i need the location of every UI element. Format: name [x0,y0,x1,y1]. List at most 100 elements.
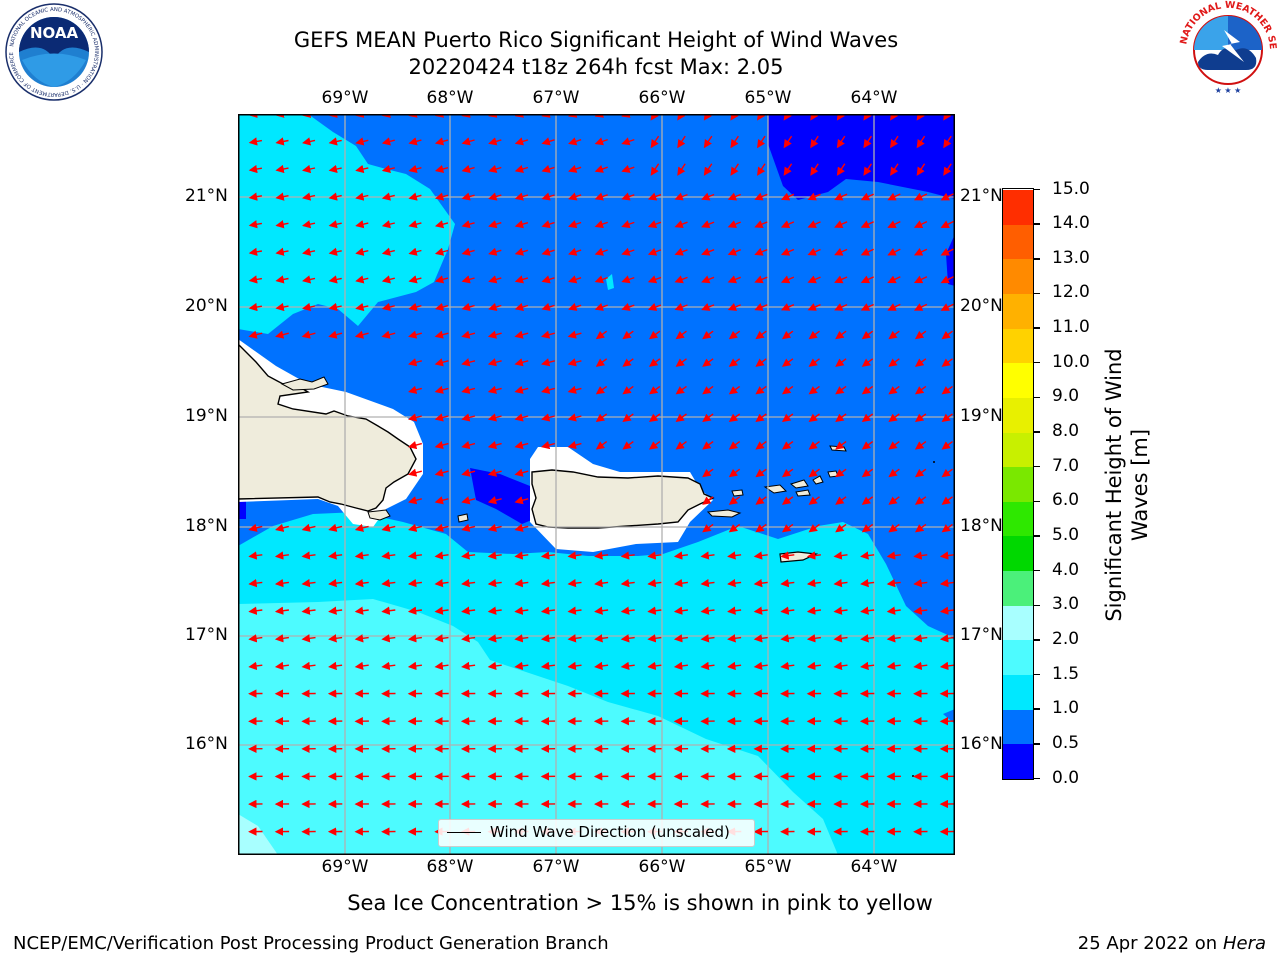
wind-wave-arrow [407,606,422,615]
wind-wave-arrow [461,358,476,367]
wind-wave-arrow [381,192,395,201]
wind-wave-arrow [514,385,529,394]
wind-wave-arrow [594,137,608,146]
wind-wave-arrow [487,551,502,560]
wind-wave-arrow [621,247,635,256]
lat-label-right: 20°N [960,296,1003,316]
colorbar-segment [1003,432,1033,468]
wind-wave-arrow [248,551,263,560]
wind-wave-arrow [568,247,582,256]
lon-label-top: 67°W [532,88,580,108]
wind-wave-arrow [381,275,395,284]
wind-wave-arrow [620,661,635,671]
colorbar-tick-label: 7.0 [1052,455,1080,476]
wind-wave-arrow [753,578,768,588]
wind-wave-arrow [541,247,555,256]
wind-wave-arrow [594,606,609,615]
wind-wave-arrow [434,413,449,422]
wind-wave-arrow [301,606,316,615]
wind-wave-arrow [913,578,928,588]
wind-wave-arrow [728,413,741,423]
wind-wave-arrow [355,302,369,312]
wind-wave-arrow [434,551,449,560]
wind-wave-arrow [888,523,900,533]
wind-wave-arrow [807,192,821,201]
colorbar-tick-label: 5.0 [1052,524,1080,545]
wind-wave-arrow [434,358,449,367]
colorbar-tick-mark [1034,465,1040,468]
wind-wave-arrow [783,114,792,121]
wind-wave-arrow [730,114,739,121]
wind-wave-arrow [941,441,953,450]
wind-wave-arrow [328,330,343,339]
wind-wave-arrow [888,468,900,478]
wind-wave-arrow [274,606,289,615]
wind-wave-arrow [594,220,608,229]
footer-date: 25 Apr 2022 on Hera [1078,933,1266,954]
wind-wave-arrow [355,220,369,229]
wind-wave-arrow [434,606,449,615]
wind-wave-arrow [916,135,926,149]
lat-label-left: 19°N [185,406,228,426]
colorbar-segment [1003,293,1033,329]
wind-wave-arrow [381,164,395,174]
wind-wave-arrow [940,248,954,256]
wind-wave-arrow [461,551,476,560]
colorbar-tick-mark [1034,604,1040,606]
wind-wave-arrow [780,303,795,311]
wind-wave-arrow [408,275,422,284]
wind-wave-arrow [461,661,476,671]
wind-wave-arrow [728,496,741,505]
wind-wave-arrow [914,523,927,533]
wind-wave-arrow [301,330,316,339]
wind-wave-arrow [434,385,449,394]
wind-wave-arrow [461,302,475,312]
wind-wave-arrow [650,114,659,121]
wind-wave-arrow [514,164,529,173]
wind-wave-arrow [514,302,529,311]
wind-wave-arrow [275,220,289,229]
wind-wave-arrow [700,551,715,560]
wind-wave-arrow [594,634,609,643]
wind-wave-arrow [914,358,927,367]
lon-label-bottom: 68°W [426,857,474,877]
wind-wave-arrow [941,385,953,395]
wind-wave-arrow [355,137,369,146]
colorbar-tick-mark [1034,327,1040,329]
wind-wave-arrow [621,302,635,311]
wind-wave-arrow [328,634,343,643]
wind-wave-arrow [275,302,289,312]
wind-wave-arrow [783,135,793,149]
wind-wave-arrow [541,220,555,229]
wind-wave-arrow [514,275,529,284]
wind-wave-arrow [810,135,819,149]
wind-wave-arrow [594,302,608,311]
wind-wave-arrow [461,275,475,284]
wind-wave-arrow [488,247,502,256]
wind-wave-arrow [622,330,634,340]
wind-wave-arrow [888,441,900,450]
wind-wave-arrow [780,606,795,615]
wind-wave-arrow [328,137,342,146]
colorbar-tick-label: 4.0 [1052,559,1080,580]
wind-wave-arrow [807,303,821,311]
wind-wave-arrow [916,114,925,121]
colorbar-tick-label: 13.0 [1052,247,1090,268]
wind-wave-arrow [381,302,395,312]
land-vieques [706,509,742,518]
wind-wave-arrow [835,330,847,340]
wind-wave-arrow [354,606,369,615]
wind-wave-arrow [302,302,316,312]
wind-wave-arrow [248,220,263,229]
wind-wave-arrow [248,302,263,312]
wind-wave-arrow [861,523,874,533]
wind-wave-arrow [675,358,687,367]
wave-field-2.0-3.0-corner [238,814,278,855]
wind-wave-arrow [754,192,768,201]
wind-wave-arrow [863,163,872,176]
wind-wave-arrow [727,634,742,643]
wind-wave-arrow [808,385,820,395]
wind-wave-arrow [487,496,502,505]
wind-wave-arrow [302,164,316,174]
wind-wave-arrow [301,551,316,560]
